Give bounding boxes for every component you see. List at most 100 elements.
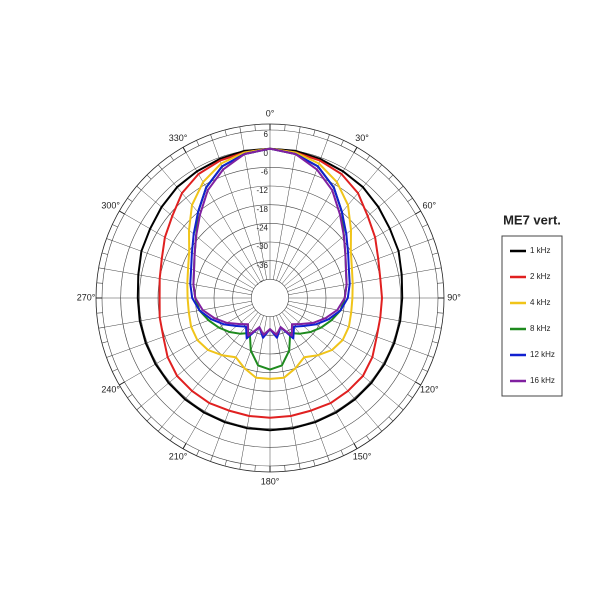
band-tick	[196, 140, 200, 146]
band-tick	[96, 282, 103, 284]
band-tick	[377, 426, 383, 432]
angle-tick	[415, 381, 421, 386]
band-tick	[284, 465, 286, 472]
band-tick	[101, 252, 108, 255]
grid-ring	[213, 241, 327, 355]
angle-tick-label: 330°	[169, 133, 188, 143]
band-tick	[106, 355, 113, 358]
band-tick	[210, 134, 213, 141]
grid-ring	[139, 167, 401, 429]
legend-label: 1 kHz	[530, 246, 550, 255]
legend-label: 2 kHz	[530, 272, 550, 281]
r-tick-label: -6	[261, 167, 269, 176]
legend-label: 16 kHz	[530, 376, 555, 385]
band-tick	[432, 341, 439, 344]
grid-ring	[251, 279, 289, 317]
angle-tick-label: 90°	[447, 292, 461, 302]
angle-tick	[353, 443, 358, 449]
grid-ring	[176, 204, 364, 392]
angle-tick-label: 240°	[101, 384, 120, 394]
band-tick	[127, 394, 133, 399]
band-tick	[327, 134, 330, 141]
band-tick	[377, 164, 383, 170]
band-tick	[422, 368, 428, 372]
series-line	[186, 147, 354, 380]
band-tick	[224, 460, 227, 467]
angle-tick-label: 60°	[423, 200, 437, 210]
band-tick	[427, 238, 434, 241]
band-tick	[437, 282, 444, 284]
band-tick	[435, 267, 442, 270]
band-tick	[254, 465, 256, 472]
band-tick	[284, 124, 286, 131]
band-tick	[298, 463, 301, 470]
band-tick	[366, 435, 371, 441]
series-line	[158, 147, 383, 419]
angle-tick-label: 120°	[420, 384, 439, 394]
band-tick	[169, 155, 174, 161]
band-tick	[96, 312, 103, 314]
r-tick-label: -12	[256, 186, 268, 195]
band-tick	[388, 416, 394, 422]
r-tick-label: -24	[256, 223, 268, 232]
r-tick-label: 0	[264, 149, 269, 158]
band-tick	[327, 455, 330, 462]
r-tick-label: 6	[264, 130, 269, 139]
angle-tick	[119, 210, 125, 215]
band-tick	[146, 174, 152, 180]
band-tick	[422, 224, 428, 228]
series-line	[192, 147, 348, 337]
band-tick	[432, 252, 439, 255]
legend-box	[501, 235, 563, 397]
angle-tick	[182, 443, 187, 449]
series-line	[136, 147, 404, 432]
angle-tick-label: 180°	[261, 476, 280, 486]
angle-tick	[353, 147, 358, 153]
band-tick	[127, 197, 133, 202]
band-tick	[136, 405, 142, 411]
angle-tick-label: 150°	[353, 452, 372, 462]
band-tick	[106, 238, 113, 241]
band-tick	[407, 394, 413, 399]
band-tick	[112, 368, 118, 372]
angle-tick-label: 210°	[169, 452, 188, 462]
grid-ring	[232, 260, 308, 336]
band-tick	[435, 326, 442, 329]
angle-tick-label: 270°	[77, 292, 96, 302]
band-tick	[98, 326, 105, 329]
angle-tick	[415, 210, 421, 215]
band-tick	[239, 463, 242, 470]
angle-tick	[182, 147, 187, 153]
band-tick	[340, 450, 344, 456]
angle-tick	[119, 381, 125, 386]
band-tick	[112, 224, 118, 228]
band-tick	[196, 450, 200, 456]
band-tick	[254, 124, 256, 131]
legend-label: 12 kHz	[530, 350, 555, 359]
band-tick	[98, 267, 105, 270]
band-tick	[313, 460, 316, 467]
band-tick	[169, 435, 174, 441]
band-tick	[239, 126, 242, 133]
band-tick	[366, 155, 371, 161]
r-tick-label: -18	[256, 205, 268, 214]
band-tick	[101, 341, 108, 344]
center-hole	[251, 279, 289, 317]
r-tick-label: -36	[256, 261, 268, 270]
angle-tick-label: 300°	[101, 200, 120, 210]
legend-label: 8 kHz	[530, 324, 550, 333]
angle-tick-label: 30°	[355, 133, 369, 143]
band-tick	[313, 129, 316, 136]
band-tick	[146, 416, 152, 422]
band-tick	[340, 140, 344, 146]
r-tick-label: -30	[256, 242, 268, 251]
band-tick	[210, 455, 213, 462]
band-tick	[437, 312, 444, 314]
band-tick	[157, 164, 163, 170]
legend-label: 4 kHz	[530, 298, 550, 307]
band-tick	[388, 174, 394, 180]
band-tick	[398, 405, 404, 411]
band-tick	[398, 185, 404, 191]
legend-title: ME7 vert.	[503, 212, 561, 227]
